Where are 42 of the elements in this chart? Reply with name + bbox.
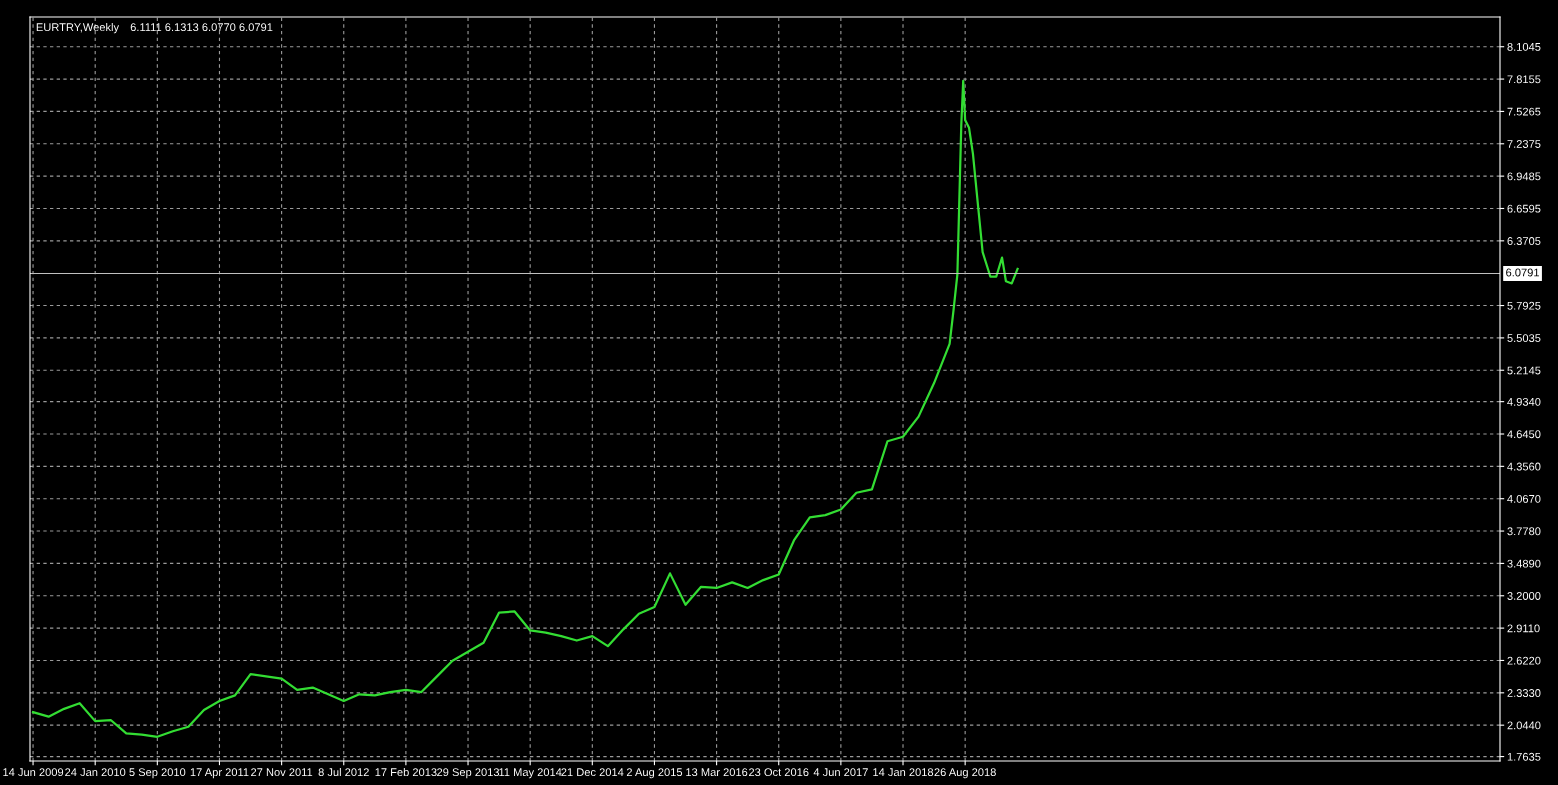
- x-tick-label: 14 Jun 2009: [3, 768, 64, 777]
- y-tick-label: 7.5265: [1507, 107, 1541, 116]
- x-tick-label: 24 Jan 2010: [65, 768, 126, 777]
- y-tick-label: 6.9485: [1507, 172, 1541, 181]
- x-tick-label: 17 Apr 2011: [190, 768, 249, 779]
- x-tick-label: 11 May 2014: [499, 768, 562, 779]
- x-tick-label: 21 Dec 2014: [561, 768, 624, 777]
- y-tick-label: 8.1045: [1507, 42, 1541, 51]
- y-tick-label: 5.2145: [1507, 366, 1541, 375]
- y-tick-label: 5.7925: [1507, 301, 1541, 310]
- x-tick-label: 2 Aug 2015: [626, 768, 683, 779]
- y-tick-label: 1.7635: [1507, 752, 1541, 761]
- x-tick-label: 8 Jul 2012: [318, 767, 369, 777]
- x-tick-label: 5 Sep 2010: [129, 768, 186, 779]
- y-tick-label: 3.4890: [1507, 559, 1541, 568]
- x-tick-label: 27 Nov 2011: [251, 768, 313, 777]
- x-tick-label: 23 Oct 2016: [749, 768, 809, 777]
- y-tick-label: 6.3705: [1507, 237, 1541, 245]
- x-tick-label: 29 Sep 2013: [437, 768, 500, 779]
- x-tick-label: 4 Jun 2017: [813, 768, 868, 777]
- text: EURTRY,Weekly: [36, 22, 120, 34]
- y-tick-label: 3.2000: [1507, 592, 1541, 600]
- x-tick-label: 14 Jan 2018: [873, 768, 934, 777]
- y-tick-label: 7.2375: [1507, 140, 1541, 148]
- y-tick-label: 4.9340: [1507, 397, 1541, 406]
- y-tick-label: 4.0670: [1507, 494, 1541, 503]
- y-tick-label: 2.9110: [1507, 624, 1540, 633]
- ref-line-label: 6.0791: [1506, 268, 1539, 277]
- y-tick-label: 7.8155: [1507, 75, 1541, 84]
- x-tick-label: 17 Feb 2013: [375, 767, 437, 777]
- x-tick-label: 13 Mar 2016: [686, 768, 748, 777]
- y-tick-label: 2.3330: [1507, 689, 1541, 697]
- y-tick-label: 4.3560: [1507, 462, 1541, 471]
- chart-subtitle: 6.1111 6.1313 6.0770 6.0791: [130, 23, 273, 32]
- y-tick-label: 2.6220: [1507, 656, 1541, 665]
- y-tick-label: 5.5035: [1507, 334, 1541, 343]
- y-tick-label: 4.6450: [1507, 430, 1541, 439]
- x-tick-label: 26 Aug 2018: [934, 768, 996, 779]
- y-tick-label: 3.7780: [1507, 527, 1541, 536]
- y-tick-label: 2.0440: [1507, 721, 1541, 730]
- line-series: [31, 79, 1019, 738]
- y-tick-label: 6.6595: [1507, 204, 1541, 213]
